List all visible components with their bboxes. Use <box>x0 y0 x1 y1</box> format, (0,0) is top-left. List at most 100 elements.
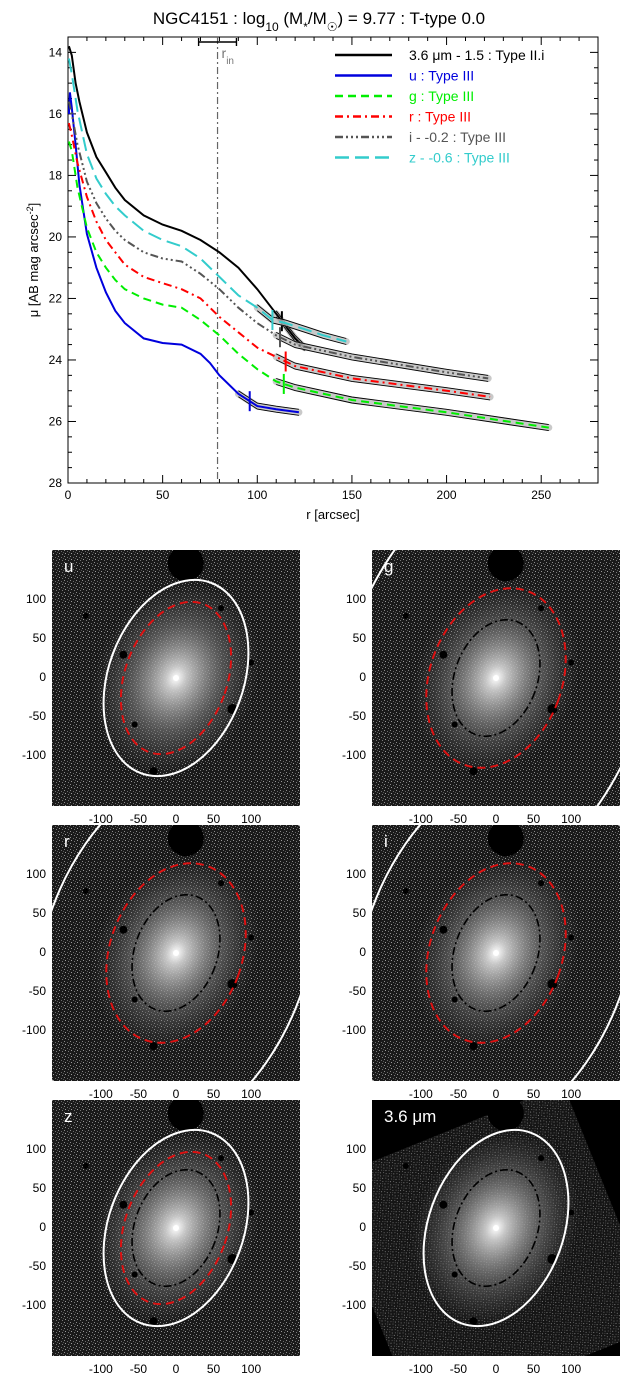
title-part: ) = 9.77 : T-type 0.0 <box>338 9 486 28</box>
break-ellipse <box>425 862 567 1044</box>
masked-source <box>248 934 255 941</box>
thumbnail-x-tick-label: 0 <box>172 1087 180 1101</box>
masked-source <box>451 1271 458 1278</box>
series-fit-upper <box>276 378 549 426</box>
thumbnail-y-tick-label: -50 <box>348 983 366 998</box>
thumbnail-y-tick-label: 100 <box>25 592 46 607</box>
title-part: ☉ <box>327 20 338 34</box>
thumbnail-y-tick-label: 50 <box>352 1181 366 1196</box>
masked-source <box>131 721 138 728</box>
thumbnail-panel: g <box>372 550 620 806</box>
thumbnail-x-tick-label: 0 <box>172 1362 180 1376</box>
thumbnail-x-tick-label: 50 <box>526 1087 541 1101</box>
thumbnail-x-tick-label: -100 <box>408 1087 433 1101</box>
masked-source <box>218 1155 225 1162</box>
thumbnail-x-tick-label: -100 <box>408 1362 433 1376</box>
y-tick-label: 24 <box>49 353 63 367</box>
thumbnail-x-tick-label: -100 <box>88 1362 113 1376</box>
galaxy-core <box>173 1225 179 1231</box>
thumbnail-y-tick-label: -100 <box>21 1022 46 1037</box>
thumbnail-y-tick-label: 0 <box>359 670 366 684</box>
band-label: u <box>64 557 73 576</box>
thumbnail-x-tick-label: -50 <box>449 1087 468 1101</box>
outer-ellipse <box>422 1128 570 1328</box>
masked-source <box>487 550 524 582</box>
thumbnail-y-tick-label: -50 <box>28 983 46 998</box>
title-part: * <box>303 20 308 34</box>
band-label: 3.6 μm <box>384 1107 436 1126</box>
band-label: r <box>64 832 70 851</box>
title-part: 10 <box>265 20 279 34</box>
thumbnail-x-tick-label: -50 <box>449 1362 468 1376</box>
thumbnail-y-tick-label: 0 <box>359 1220 366 1234</box>
plot-area <box>68 37 553 483</box>
galaxy-core <box>173 950 179 956</box>
masked-source <box>167 550 204 582</box>
legend-entry: 3.6 μm - 1.5 : Type II.i <box>409 47 544 63</box>
x-tick-label: 100 <box>247 488 267 502</box>
masked-source <box>149 1317 158 1326</box>
thumbnail-x-tick-label: -50 <box>129 1087 148 1101</box>
rin-ellipse <box>131 1168 221 1288</box>
galaxy-core <box>493 1225 499 1231</box>
thumbnail-y-tick-label: 0 <box>39 1220 46 1234</box>
thumbnail-image: z <box>52 1100 300 1356</box>
thumbnail-y-tick-label: 0 <box>39 945 46 959</box>
masked-source <box>131 1271 138 1278</box>
masked-source <box>119 650 128 659</box>
masked-source <box>82 887 89 894</box>
series-fit-lower <box>276 337 489 382</box>
y-tick-label: 22 <box>49 291 63 305</box>
series-line <box>68 45 306 349</box>
thumbnail-panel: i <box>372 825 620 1081</box>
thumbnail-panel: 3.6 μm <box>372 1100 620 1356</box>
masked-source <box>487 825 524 857</box>
series-fit-lower <box>238 396 299 416</box>
series-line <box>68 58 347 343</box>
thumbnail-y-tick-label: 100 <box>345 1142 366 1157</box>
masked-source <box>538 605 545 612</box>
thumbnail-image: u <box>52 550 300 806</box>
thumbnail-image: 3.6 μm <box>372 1100 620 1356</box>
legend-entry: z - -0.6 : Type III <box>409 150 510 166</box>
thumbnail-y-tick-label: 0 <box>359 945 366 959</box>
x-tick-label: 0 <box>65 488 72 502</box>
outer-ellipse <box>102 1128 250 1328</box>
masked-source <box>119 1200 128 1209</box>
break-ellipse <box>119 1150 233 1306</box>
chart-title: NGC4151 : log10 (M*/M☉) = 9.77 : T-type … <box>153 9 485 34</box>
break-ellipse <box>105 862 247 1044</box>
masked-source <box>131 996 138 1003</box>
thumbnail-y-tick-label: 100 <box>345 867 366 882</box>
masked-source <box>451 996 458 1003</box>
thumbnail-y-tick-label: 0 <box>39 670 46 684</box>
thumbnail-y-tick-label: -100 <box>341 747 366 762</box>
masked-source <box>568 659 575 666</box>
thumbnail-y-tick-label: -50 <box>28 708 46 723</box>
masked-source <box>469 767 478 776</box>
thumbnail-panel: u <box>52 550 300 806</box>
rin-ellipse <box>451 1168 541 1288</box>
masked-source <box>119 925 128 934</box>
y-tick-label: 16 <box>49 107 63 121</box>
masked-source <box>439 925 448 934</box>
thumbnail-x-tick-label: 50 <box>206 1362 221 1376</box>
masked-source <box>82 612 89 619</box>
thumbnail-panel: z <box>52 1100 300 1356</box>
masked-source <box>469 1042 478 1051</box>
masked-source <box>149 1042 158 1051</box>
thumbnail-x-tick-label: -100 <box>408 812 433 826</box>
masked-source <box>82 1162 89 1169</box>
thumbnail-x-tick-label: 100 <box>561 1362 582 1376</box>
masked-source <box>568 934 575 941</box>
masked-source <box>469 1317 478 1326</box>
thumbnail-image: g <box>372 550 620 806</box>
plot-frame <box>67 36 599 484</box>
series-fit-upper <box>257 304 347 339</box>
thumbnail-y-tick-label: 50 <box>32 1181 46 1196</box>
rin-ellipse <box>451 893 541 1013</box>
galaxy-core <box>493 950 499 956</box>
thumbnail-x-tick-label: 100 <box>561 1087 582 1101</box>
thumbnail-x-tick-label: -50 <box>449 812 468 826</box>
band-label: g <box>384 557 393 576</box>
